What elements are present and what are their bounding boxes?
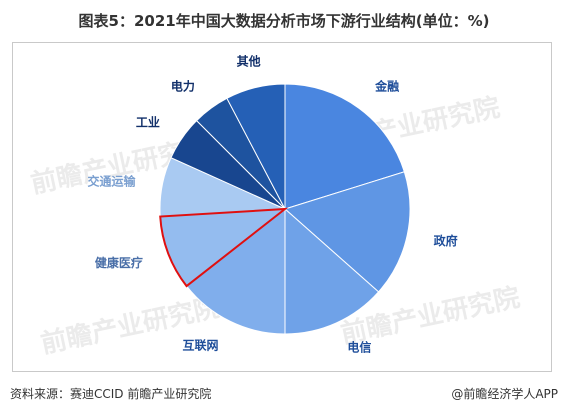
highlight-outline xyxy=(159,207,289,288)
slice-label: 电信 xyxy=(347,340,371,355)
slice-label: 工业 xyxy=(136,115,160,130)
pie-slice xyxy=(226,83,286,210)
slice-label: 政府 xyxy=(434,233,458,248)
slice-label: 交通运输 xyxy=(87,174,136,189)
source-note: 资料来源：赛迪CCID 前瞻产业研究院 xyxy=(10,387,212,401)
pie-slice xyxy=(284,207,380,335)
slice-label: 电力 xyxy=(171,79,195,94)
pie-slice xyxy=(284,171,411,293)
pie-slice xyxy=(185,207,286,335)
pie-chart: 前瞻产业研究院 前瞻产业研究院 前瞻产业研究院 前瞻产业研究院 金融政府电信互联… xyxy=(28,53,522,359)
pie-slice xyxy=(284,83,405,210)
slice-label: 健康医疗 xyxy=(95,255,143,270)
slice-label: 其他 xyxy=(237,53,261,68)
slice-label: 金融 xyxy=(374,79,399,94)
pie-slices xyxy=(159,83,411,335)
credit-note: @前瞻经济学人APP xyxy=(451,387,558,401)
slice-label: 互联网 xyxy=(182,339,218,353)
chart-frame: 前瞻产业研究院 前瞻产业研究院 前瞻产业研究院 前瞻产业研究院 金融 政府 电信 互联… xyxy=(12,42,552,372)
chart-title: 图表5：2021年中国大数据分析市场下游行业结构(单位：%) xyxy=(78,12,490,30)
